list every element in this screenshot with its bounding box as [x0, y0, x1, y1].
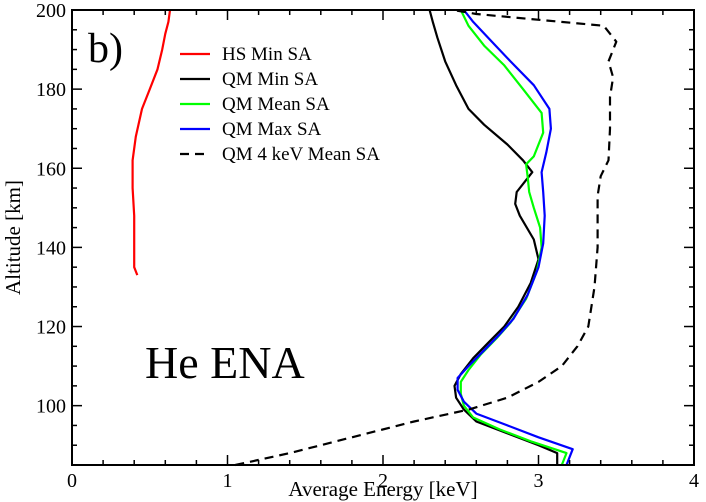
series-line-4 — [235, 8, 618, 467]
legend-entry: HS Min SA — [222, 44, 312, 65]
series-line-3 — [456, 9, 574, 466]
legend-entry: QM 4 keV Mean SA — [222, 144, 380, 165]
tick-layer — [71, 9, 695, 466]
y-tick-label: 200 — [36, 0, 66, 22]
series-line-0 — [131, 9, 172, 276]
y-tick-label: 120 — [36, 317, 66, 339]
x-tick-label: 0 — [67, 470, 77, 492]
x-tick-label: 4 — [689, 470, 699, 492]
legend-entry: QM Min SA — [222, 69, 318, 90]
series-layer — [131, 8, 618, 467]
tick-label-layer: 0 1 2 3 4 100 120 140 160 180 200 — [36, 0, 699, 492]
y-tick-label: 180 — [36, 79, 66, 101]
chart-annotation: He ENA — [145, 337, 305, 388]
series-line-1 — [428, 9, 559, 465]
legend: HS Min SA QM Min SA QM Mean SA QM Max SA QM … — [180, 44, 380, 165]
x-tick-label: 3 — [534, 470, 544, 492]
y-tick-label: 160 — [36, 158, 66, 180]
legend-entry: QM Max SA — [222, 119, 322, 140]
legend-entry: QM Mean SA — [222, 94, 330, 115]
y-tick-label: 100 — [36, 396, 66, 418]
x-axis-label: Average Energy [keV] — [288, 477, 477, 501]
panel-label: b) — [88, 26, 123, 72]
y-axis-label: Altitude [km] — [1, 180, 25, 295]
x-tick-label: 1 — [223, 470, 233, 492]
y-tick-label: 140 — [36, 237, 66, 259]
x-tick-label: 2 — [378, 470, 388, 492]
